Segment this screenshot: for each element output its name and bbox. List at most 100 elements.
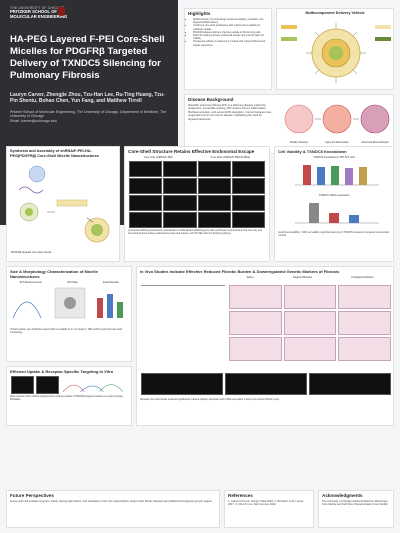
highlights-list: Multifunctional, non-viral design enhanc… <box>185 18 271 47</box>
micrograph-image <box>197 161 231 177</box>
micrograph-image <box>197 195 231 211</box>
highlight-item: Therapeutic efficacy is observed in mode… <box>193 40 268 46</box>
ack-title: Acknowledgments <box>322 493 363 498</box>
size-plots <box>12 287 123 319</box>
uptake-section: Efficient Uptake & Receptor-Specific Tar… <box>6 366 132 426</box>
panel-label: NTA Data <box>66 281 78 284</box>
micelle-diagram <box>281 23 391 83</box>
col-label: Core-Shell (shRNA/F-PEI/HA-PEG) <box>210 156 250 159</box>
vehicle-title: Multicomponent Delivery Vehicle <box>305 11 365 15</box>
micrograph-image <box>163 161 197 177</box>
in-vivo-title: In Vivo Studies Indicate Effective Reduc… <box>140 269 340 274</box>
synthesis-label: PDGFRβ-targeted core-shell micelle <box>11 251 52 254</box>
histology-image <box>229 285 282 309</box>
future-text: Future work will evaluate long-term safe… <box>10 500 213 503</box>
highlight-item: PDGFRβ-targeted delivery improves uptake… <box>193 31 268 34</box>
disease-label: Injury & Inflammation <box>325 141 349 144</box>
synthesis-schematic <box>18 165 110 243</box>
micrograph-image <box>129 212 163 228</box>
disease-label: Abnormal Wound Repair <box>361 141 389 144</box>
micrograph-image <box>36 376 60 394</box>
micrograph-image <box>163 195 197 211</box>
chart-title: TXNDC5 mRNA expression <box>318 194 350 197</box>
synthesis-section: Synthesis and Assembly of shRNA/F-PEI-HA… <box>6 146 120 262</box>
panel-label: Zeta Potential <box>102 281 119 284</box>
micrograph-image <box>231 195 265 211</box>
micrograph-image <box>163 178 197 194</box>
size-panel-labels: DLS Measurements NTA Data Zeta Potential <box>7 281 131 284</box>
highlight-item: Multifunctional, non-viral design enhanc… <box>193 18 268 24</box>
uptake-caption: Flow cytometry and confocal imaging show… <box>10 396 123 401</box>
future-section: Future Perspectives Future work will eva… <box>6 490 220 528</box>
references-title: References <box>228 493 253 498</box>
viability-caption: Good biocompatibility: >90% cell viabili… <box>278 232 390 237</box>
ack-text: The University of Chicago Advanced Elect… <box>322 500 389 507</box>
size-title: Size & Morphology Characterization of Mi… <box>10 269 98 279</box>
histology-image <box>283 285 337 309</box>
future-title: Future Perspectives <box>10 493 54 498</box>
poster-title: HA-PEG Layered F-PEI Core-Shell Micelles… <box>10 33 165 81</box>
uptake-title: Efficient Uptake & Receptor-Specific Tar… <box>10 369 114 374</box>
in-vivo-section: In Vivo Studies Indicate Effective Reduc… <box>136 266 394 426</box>
col-label: Untargeted Micelles <box>351 276 374 279</box>
vehicle-section: Multicomponent Delivery Vehicle <box>276 8 394 90</box>
references-section: References 1. Lederer DJ et al. N Engl J… <box>224 490 314 528</box>
histology-grid <box>229 285 391 361</box>
in-vivo-caption: Targeted core-shell micelle treatment si… <box>140 399 280 401</box>
viability-section: Cell Viability & TXNDC5 Knockdown TXNDC5… <box>274 146 394 262</box>
col-label: Targeted Micelles <box>292 276 313 279</box>
university-name: THE UNIVERSITY OF CHICAGO <box>10 6 65 10</box>
chart-title: TXNDC5 knockdown in NIH 3T3 cells <box>313 156 355 159</box>
micrograph-image <box>309 373 391 395</box>
disease-progression-diagram <box>284 104 390 134</box>
micrograph-image <box>129 195 163 211</box>
uptake-panels <box>7 376 131 394</box>
histology-image <box>283 337 337 361</box>
col-label: Saline <box>246 276 254 279</box>
core-shell-section: Core-Shell Structure Retains Effective E… <box>124 146 270 262</box>
disease-title: Disease Background <box>188 97 234 102</box>
in-vivo-col-labels: Saline Targeted Micelles Untargeted Mice… <box>137 276 393 279</box>
school-line-1: PRITZKER SCHOOL OF <box>10 9 57 14</box>
highlight-item: Dual HA coating provides endosomal escap… <box>193 34 268 40</box>
micrograph-image <box>225 373 307 395</box>
email: Email: lcarver@uchicago.edu <box>10 118 57 123</box>
histology-image <box>229 311 282 335</box>
viability-title: Cell Viability & TXNDC5 Knockdown <box>278 149 347 154</box>
highlights-title: Highlights <box>188 11 211 16</box>
micrograph-image <box>231 161 265 177</box>
synthesis-title: Synthesis and Assembly of shRNA/F-PEI-HA… <box>10 149 100 158</box>
viability-bar-chart <box>295 165 379 186</box>
disease-label: Healthy Alveolus <box>289 141 309 144</box>
study-timeline <box>141 285 225 335</box>
micrograph-grid <box>125 159 269 230</box>
core-shell-title: Core-Shell Structure Retains Effective E… <box>128 149 255 154</box>
disease-text: Idiopathic pulmonary fibrosis (IPF) is a… <box>188 104 272 121</box>
histology-image <box>283 311 337 335</box>
histology-image <box>338 337 391 361</box>
micrograph-image <box>231 212 265 228</box>
size-section: Size & Morphology Characterization of Mi… <box>6 266 132 362</box>
size-caption: Uniform particle size distribution aroun… <box>10 329 123 334</box>
micrograph-image <box>11 376 35 394</box>
micrograph-image <box>129 161 163 177</box>
histology-image <box>229 337 282 361</box>
col-label: Core Only (shRNA/F-PEI) <box>143 156 173 159</box>
micrograph-image <box>197 212 231 228</box>
disease-icon-labels: Healthy Alveolus Injury & Inflammation A… <box>281 141 393 144</box>
affiliation: Pritzker School of Molecular Engineering… <box>10 109 167 119</box>
school-line-2: MOLECULAR ENGINEERING <box>10 13 68 19</box>
histology-image <box>338 311 391 335</box>
core-shell-col-labels: Core Only (shRNA/F-PEI) Core-Shell (shRN… <box>125 156 269 159</box>
expression-bar-chart <box>295 203 379 224</box>
ack-section: Acknowledgments The University of Chicag… <box>318 490 394 528</box>
references-text: 1. Lederer DJ et al. N Engl J Med 2018. … <box>228 500 304 507</box>
micrograph-image <box>197 178 231 194</box>
highlight-item: Confirmed core-shell architecture with u… <box>193 24 268 30</box>
flow-cytometry-plot <box>63 384 124 392</box>
highlights-section: Highlights Multifunctional, non-viral de… <box>184 8 272 90</box>
panel-label: DLS Measurements <box>19 281 42 284</box>
disease-section: Disease Background Idiopathic pulmonary … <box>184 94 394 154</box>
micrograph-image <box>141 373 223 395</box>
